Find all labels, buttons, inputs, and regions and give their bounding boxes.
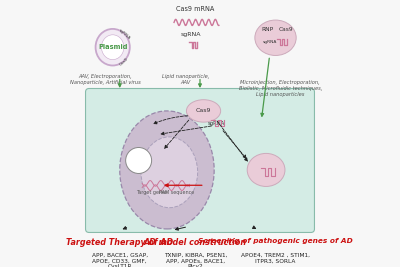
- Ellipse shape: [120, 111, 214, 229]
- FancyBboxPatch shape: [86, 88, 314, 233]
- Text: PAM sequence: PAM sequence: [159, 190, 194, 195]
- Circle shape: [126, 147, 152, 174]
- Text: TXNIP, KIBRA, PSEN1,
APP, APOEs, BACE1,
Plcy2: TXNIP, KIBRA, PSEN1, APP, APOEs, BACE1, …: [164, 253, 227, 267]
- Text: sgRNA: sgRNA: [208, 121, 225, 126]
- Ellipse shape: [186, 100, 221, 122]
- Text: sgRNA: sgRNA: [180, 32, 201, 37]
- Text: sgRNA: sgRNA: [118, 28, 131, 41]
- Text: Plasmid: Plasmid: [98, 44, 127, 50]
- Text: APP, BACE1, GSAP,
APOE, CD33, GMF,
CysLT1R: APP, BACE1, GSAP, APOE, CD33, GMF, CysLT…: [92, 253, 148, 267]
- Text: AD model construction: AD model construction: [144, 238, 247, 247]
- Ellipse shape: [102, 35, 124, 60]
- Ellipse shape: [255, 20, 296, 56]
- Text: Cas9: Cas9: [279, 28, 294, 33]
- Ellipse shape: [247, 154, 285, 186]
- Text: APOE4, TREM2 , STIM1,
ITPR3, SORLA: APOE4, TREM2 , STIM1, ITPR3, SORLA: [241, 253, 310, 263]
- Text: RNP: RNP: [262, 28, 274, 33]
- Text: Lipid nanoparticle,
AAV: Lipid nanoparticle, AAV: [162, 74, 210, 85]
- Ellipse shape: [96, 29, 130, 65]
- Text: AAV, Electroporation,
Nanoparticle, Artificial virus: AAV, Electroporation, Nanoparticle, Arti…: [70, 74, 141, 85]
- Text: Cas9 mRNA: Cas9 mRNA: [176, 6, 214, 13]
- Ellipse shape: [141, 137, 198, 208]
- Text: Microinjection, Electroporation,
Biolistic, Microfluidic techniques,
Lipid nanop: Microinjection, Electroporation, Biolist…: [238, 80, 322, 97]
- Text: Targeted Therapy of AD: Targeted Therapy of AD: [66, 238, 173, 247]
- Text: Cas9: Cas9: [119, 57, 130, 67]
- Text: Screening of pathogenic genes of AD: Screening of pathogenic genes of AD: [198, 238, 353, 245]
- Text: sgRNA: sgRNA: [263, 40, 278, 44]
- Text: Cas9: Cas9: [196, 108, 211, 113]
- Text: Target genes: Target genes: [136, 190, 168, 195]
